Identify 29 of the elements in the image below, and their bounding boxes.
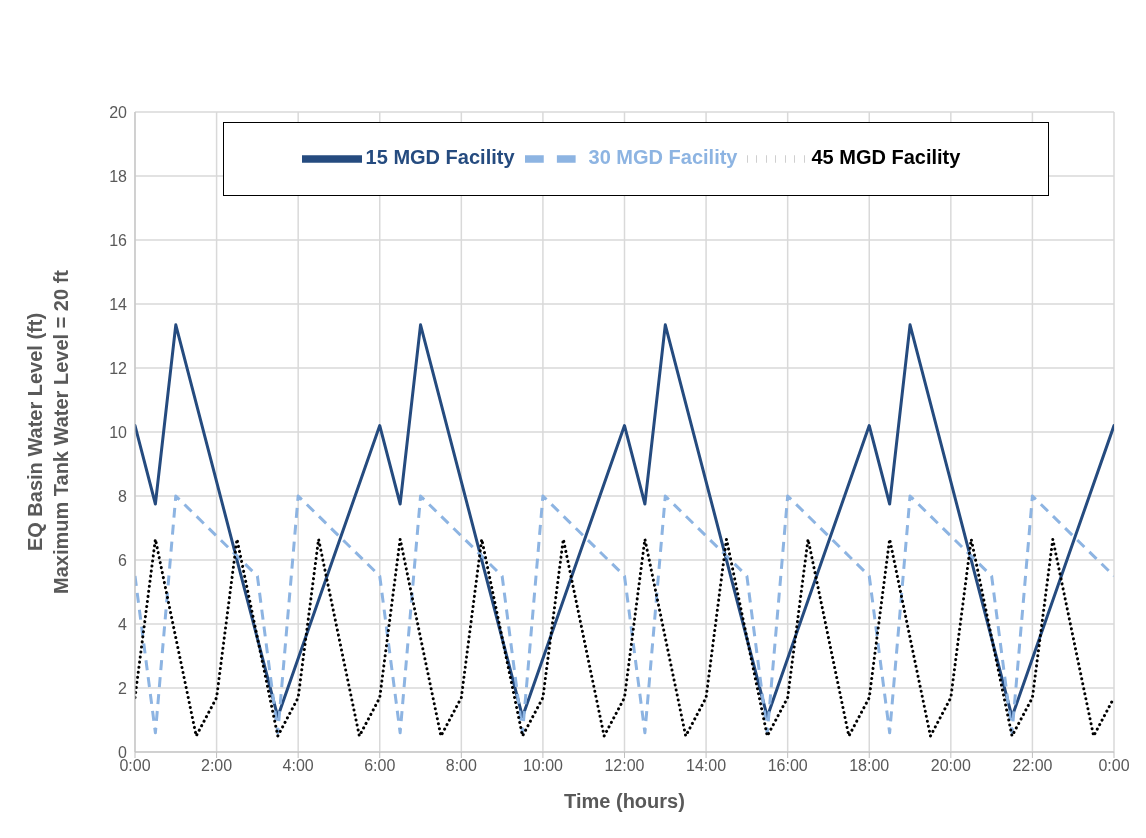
y-tick-label: 6 [118, 551, 128, 569]
x-tick-label: 4:00 [282, 757, 314, 775]
x-tick-label: 16:00 [767, 757, 808, 775]
x-tick-label: 22:00 [1012, 757, 1053, 775]
x-tick-label: 18:00 [849, 757, 890, 775]
legend-label: 15 MGD Facility [365, 146, 515, 169]
x-tick-label: 10:00 [522, 757, 564, 775]
y-tick-label: 8 [118, 487, 128, 505]
y-tick-label: 16 [109, 231, 128, 249]
y-tick-label: 4 [118, 615, 128, 633]
y-tick-label: 14 [109, 295, 128, 313]
x-tick-label: 2:00 [201, 757, 233, 775]
x-tick-label: 12:00 [604, 757, 645, 775]
legend-label: 45 MGD Facility [811, 146, 961, 169]
y-tick-label: 20 [109, 103, 128, 121]
y-tick-label: 18 [109, 167, 128, 185]
x-tick-label: 0:00 [119, 757, 151, 775]
x-tick-label: 14:00 [686, 757, 727, 775]
y-tick-label: 10 [109, 423, 128, 441]
y-tick-label: 2 [118, 679, 128, 697]
x-axis-title: Time (hours) [564, 790, 685, 812]
y-tick-label: 12 [109, 359, 128, 377]
x-tick-label: 8:00 [445, 757, 478, 775]
line-series [135, 323, 1114, 719]
x-tick-label: 20:00 [930, 757, 971, 775]
x-tick-label: 0:00 [1098, 757, 1130, 775]
x-tick-label: 6:00 [364, 757, 396, 775]
y-axis-title: EQ Basin Water Level (ft) Maximum Tank Water Level = 20 ft [24, 269, 72, 594]
legend-label: 30 MGD Facility [588, 146, 738, 169]
